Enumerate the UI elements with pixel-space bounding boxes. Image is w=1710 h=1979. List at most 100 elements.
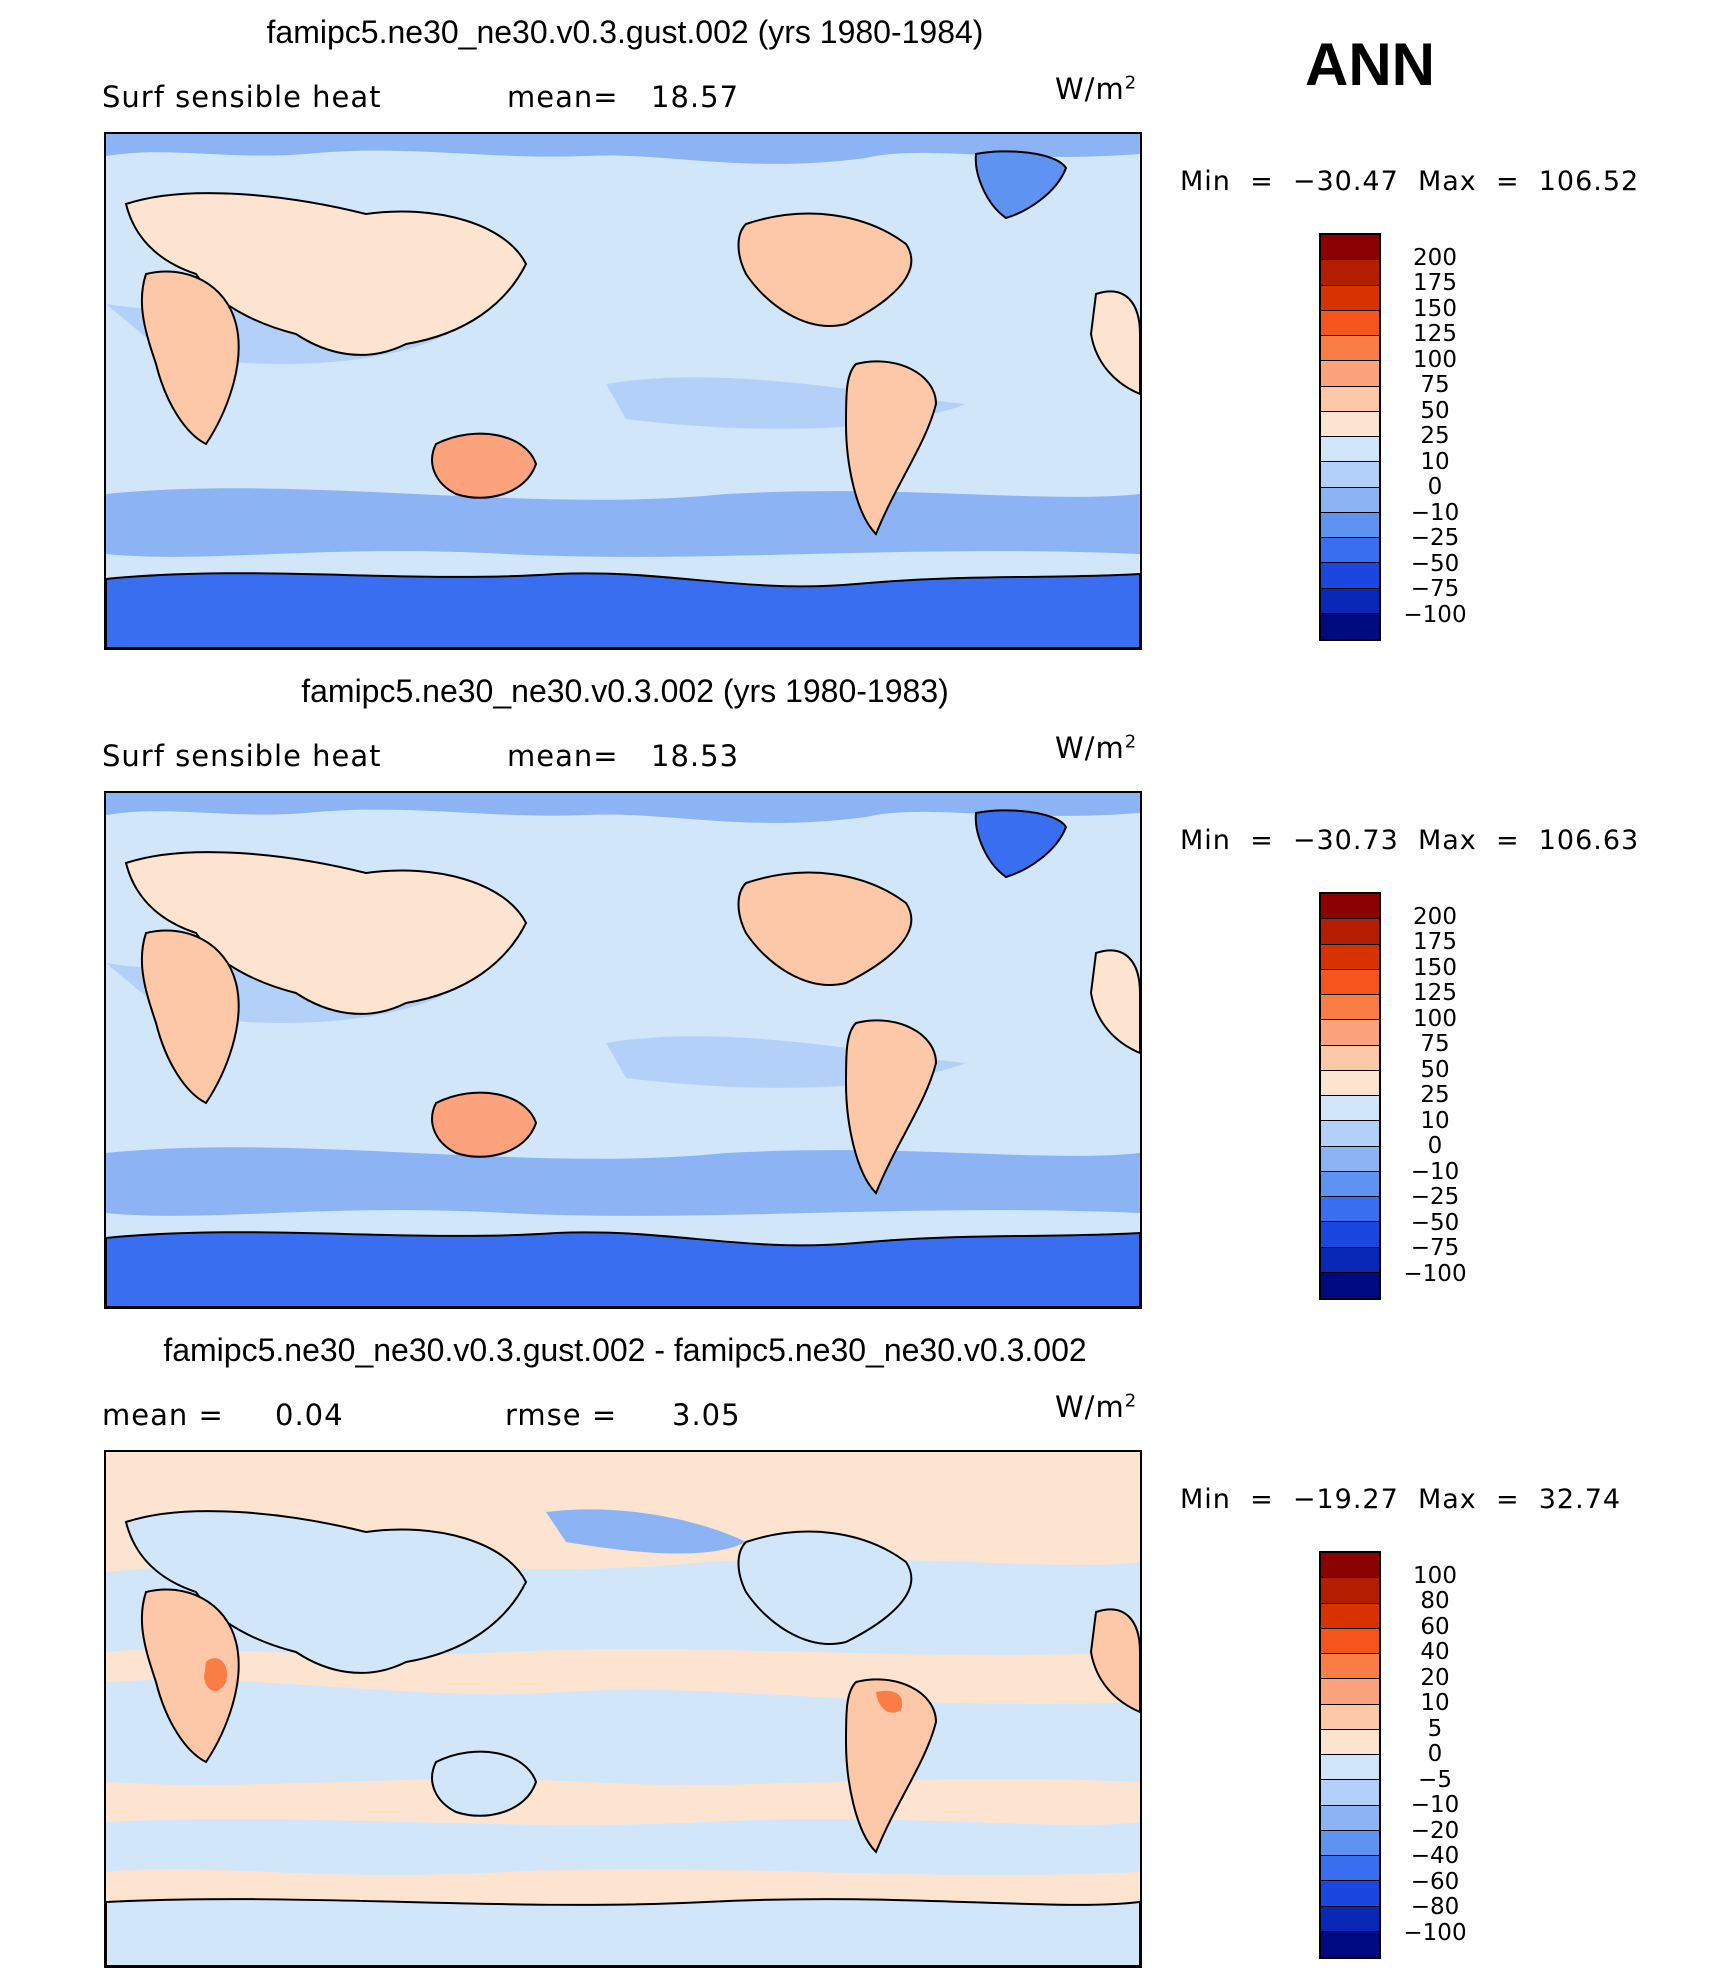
- colorbar-cell: [1321, 969, 1379, 995]
- colorbar-cell: [1321, 1272, 1379, 1298]
- colorbar-tick-label: 175: [1413, 929, 1457, 955]
- panel3-map: [104, 1450, 1142, 1968]
- colorbar-cell: [1321, 1931, 1379, 1957]
- colorbar-cell: [1321, 1856, 1379, 1882]
- colorbar-tick-label: 75: [1420, 1031, 1450, 1057]
- panel2-mean-label: mean=: [507, 739, 619, 773]
- colorbar-cell: [1321, 235, 1379, 261]
- colorbar-tick-label: −5: [1418, 1766, 1452, 1793]
- colorbar-tick-label: −100: [1403, 601, 1467, 628]
- colorbar-cell: [1321, 1628, 1379, 1654]
- colorbar-cell: [1321, 563, 1379, 589]
- colorbar-cell: [1321, 1780, 1379, 1806]
- colorbar-cell: [1321, 336, 1379, 362]
- panel2-variable: Surf sensible heat: [102, 739, 382, 773]
- colorbar-tick-label: 50: [1420, 1056, 1450, 1083]
- colorbar-cell: [1321, 1805, 1379, 1831]
- panel1-variable: Surf sensible heat: [102, 80, 382, 114]
- colorbar-tick-label: 125: [1413, 980, 1457, 1006]
- colorbar-cell: [1321, 462, 1379, 488]
- colorbar-cell: [1321, 538, 1379, 564]
- panel2-units: W/m2: [1055, 731, 1138, 765]
- panel3-rmse-label: rmse =: [505, 1398, 618, 1432]
- colorbar-cell: [1321, 1146, 1379, 1172]
- colorbar-cell: [1321, 1654, 1379, 1680]
- panel2-title: famipc5.ne30_ne30.v0.3.002 (yrs 1980-198…: [301, 673, 949, 709]
- colorbar-tick-label: −10: [1410, 1792, 1460, 1818]
- colorbar-cell: [1321, 1906, 1379, 1932]
- panel3-title: famipc5.ne30_ne30.v0.3.gust.002 - famipc…: [163, 1332, 1087, 1368]
- colorbar-tick-label: −60: [1410, 1868, 1460, 1895]
- colorbar-tick-label: 10: [1420, 1690, 1450, 1716]
- panel2-map: [104, 791, 1142, 1309]
- colorbar-cell: [1321, 1171, 1379, 1197]
- colorbar-tick-label: 175: [1413, 270, 1457, 296]
- colorbar-cell: [1321, 1704, 1379, 1730]
- panel2-minmax: Min = −30.73 Max = 106.63: [1180, 825, 1640, 856]
- panel1-mean-label: mean=: [507, 80, 619, 114]
- colorbar-cell: [1321, 1729, 1379, 1755]
- panel2-colorbar: [1319, 892, 1381, 1300]
- panel2-mean-value: 18.53: [651, 739, 740, 773]
- colorbar-cell: [1321, 1070, 1379, 1096]
- colorbar-cell: [1321, 1197, 1379, 1223]
- colorbar-cell: [1321, 894, 1379, 920]
- colorbar-tick-label: 10: [1420, 448, 1450, 475]
- colorbar-cell: [1321, 260, 1379, 286]
- colorbar-tick-label: 200: [1413, 903, 1457, 930]
- colorbar-tick-label: 50: [1420, 397, 1450, 424]
- panel3-units: W/m2: [1055, 1390, 1138, 1424]
- colorbar-tick-label: −25: [1410, 525, 1460, 551]
- colorbar-cell: [1321, 1553, 1379, 1579]
- panel3-map-graphic: [106, 1452, 1140, 1966]
- colorbar-cell: [1321, 487, 1379, 513]
- colorbar-tick-label: 5: [1427, 1715, 1443, 1742]
- panel1-map: [104, 132, 1142, 650]
- colorbar-tick-label: −100: [1403, 1260, 1467, 1287]
- colorbar-cell: [1321, 285, 1379, 311]
- panel3-rmse-value: 3.05: [672, 1398, 741, 1432]
- colorbar-cell: [1321, 1045, 1379, 1071]
- colorbar-tick-label: 100: [1413, 346, 1457, 373]
- colorbar-tick-label: −50: [1410, 550, 1460, 577]
- colorbar-cell: [1321, 512, 1379, 538]
- colorbar-tick-label: 0: [1427, 474, 1443, 500]
- panel1-map-graphic: [106, 134, 1140, 648]
- colorbar-tick-label: 200: [1413, 244, 1457, 271]
- colorbar-tick-label: 100: [1413, 1562, 1457, 1589]
- colorbar-cell: [1321, 919, 1379, 945]
- colorbar-cell: [1321, 1603, 1379, 1629]
- panel3-mean-value: 0.04: [275, 1398, 344, 1432]
- colorbar-tick-label: 80: [1420, 1588, 1450, 1614]
- colorbar-cell: [1321, 1830, 1379, 1856]
- colorbar-tick-label: −75: [1410, 1235, 1460, 1261]
- colorbar-tick-label: −50: [1410, 1209, 1460, 1236]
- panel1-mean-value: 18.57: [651, 80, 740, 114]
- colorbar-tick-label: 100: [1413, 1005, 1457, 1032]
- colorbar-tick-label: 75: [1420, 372, 1450, 398]
- colorbar-cell: [1321, 944, 1379, 970]
- panel3-colorbar: [1319, 1551, 1381, 1959]
- panel1-colorbar: [1319, 233, 1381, 641]
- colorbar-tick-label: 25: [1420, 423, 1450, 449]
- panel1-title: famipc5.ne30_ne30.v0.3.gust.002 (yrs 198…: [266, 14, 984, 50]
- colorbar-cell: [1321, 361, 1379, 387]
- colorbar-tick-label: 150: [1413, 295, 1457, 322]
- colorbar-cell: [1321, 1020, 1379, 1046]
- colorbar-cell: [1321, 1222, 1379, 1248]
- colorbar-cell: [1321, 995, 1379, 1021]
- colorbar-cell: [1321, 1755, 1379, 1781]
- colorbar-tick-label: −100: [1403, 1919, 1467, 1946]
- colorbar-cell: [1321, 310, 1379, 336]
- colorbar-cell: [1321, 588, 1379, 614]
- colorbar-cell: [1321, 1247, 1379, 1273]
- colorbar-tick-label: 0: [1427, 1741, 1443, 1767]
- colorbar-tick-label: −25: [1410, 1184, 1460, 1210]
- panel2-map-graphic: [106, 793, 1140, 1307]
- panel1-minmax: Min = −30.47 Max = 106.52: [1180, 166, 1640, 197]
- colorbar-tick-label: −40: [1410, 1843, 1460, 1869]
- colorbar-cell: [1321, 1679, 1379, 1705]
- colorbar-cell: [1321, 613, 1379, 639]
- colorbar-tick-label: 20: [1420, 1664, 1450, 1691]
- panel3-minmax: Min = −19.27 Max = 32.74: [1180, 1484, 1622, 1515]
